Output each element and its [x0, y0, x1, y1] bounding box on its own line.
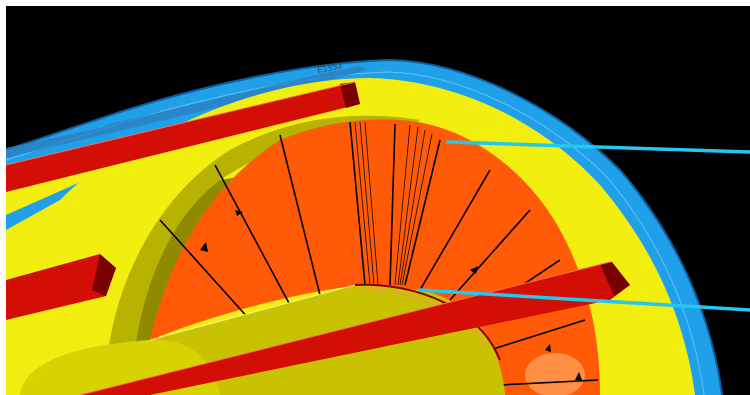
inner-cone-icon[interactable] — [150, 119, 600, 395]
callout-line-icon[interactable] — [418, 140, 750, 312]
